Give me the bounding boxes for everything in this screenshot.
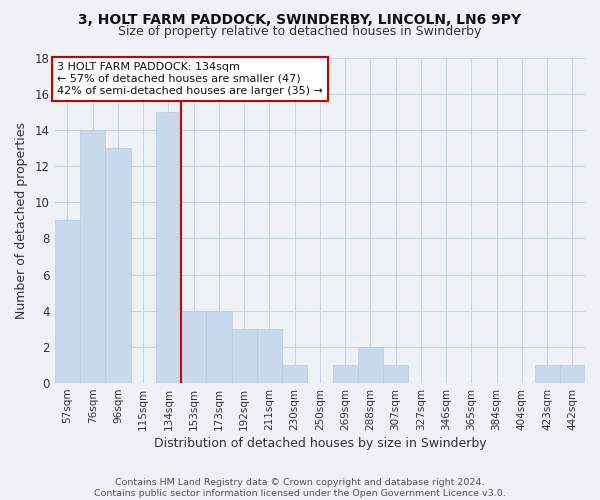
Bar <box>206 310 232 383</box>
Y-axis label: Number of detached properties: Number of detached properties <box>15 122 28 319</box>
Text: 3 HOLT FARM PADDOCK: 134sqm
← 57% of detached houses are smaller (47)
42% of sem: 3 HOLT FARM PADDOCK: 134sqm ← 57% of det… <box>58 62 323 96</box>
Bar <box>181 310 206 383</box>
Text: Contains HM Land Registry data © Crown copyright and database right 2024.
Contai: Contains HM Land Registry data © Crown c… <box>94 478 506 498</box>
Bar <box>156 112 181 383</box>
Bar <box>106 148 131 383</box>
Bar <box>55 220 80 383</box>
Bar <box>80 130 106 383</box>
Bar <box>282 365 307 383</box>
Bar <box>232 329 257 383</box>
X-axis label: Distribution of detached houses by size in Swinderby: Distribution of detached houses by size … <box>154 437 486 450</box>
Bar <box>332 365 358 383</box>
Bar <box>383 365 408 383</box>
Bar <box>535 365 560 383</box>
Text: Size of property relative to detached houses in Swinderby: Size of property relative to detached ho… <box>118 25 482 38</box>
Bar <box>358 347 383 383</box>
Bar <box>257 329 282 383</box>
Bar <box>560 365 585 383</box>
Text: 3, HOLT FARM PADDOCK, SWINDERBY, LINCOLN, LN6 9PY: 3, HOLT FARM PADDOCK, SWINDERBY, LINCOLN… <box>79 12 521 26</box>
